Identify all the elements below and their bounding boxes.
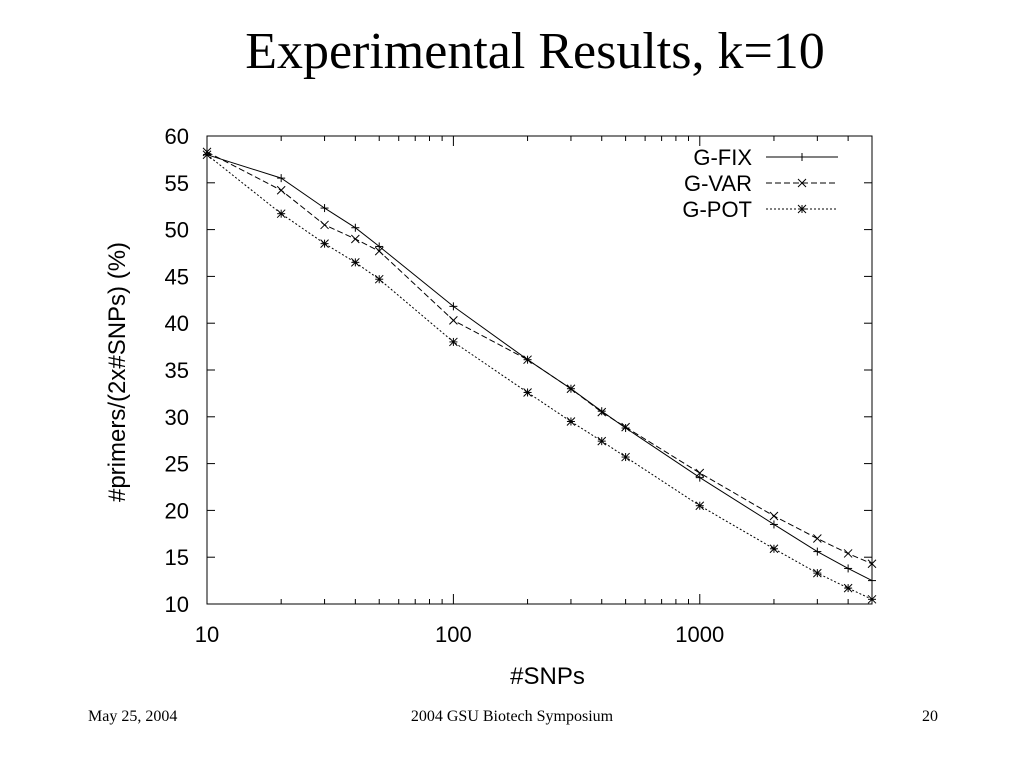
footer-event: 2004 GSU Biotech Symposium: [410, 708, 614, 725]
data-point-g-fix: [449, 302, 458, 311]
data-point-g-fix: [621, 424, 630, 433]
data-point-g-var: [769, 511, 779, 521]
y-tick-label: 35: [165, 358, 189, 383]
x-tick-label: 10: [195, 622, 219, 647]
y-tick-label: 30: [165, 405, 189, 430]
data-point-g-pot: [523, 388, 532, 397]
data-point-g-fix: [320, 204, 329, 213]
data-point-g-fix: [868, 576, 876, 585]
legend-label-g-var: G-VAR: [684, 171, 752, 196]
data-point-g-pot: [566, 417, 576, 426]
y-tick-label: 45: [165, 264, 189, 289]
data-point-g-fix: [813, 547, 822, 556]
legend-label-g-fix: G-FIX: [693, 145, 752, 170]
y-tick-label: 50: [165, 218, 189, 243]
data-point-g-var: [449, 316, 458, 325]
data-point-g-var: [867, 559, 877, 569]
data-point-g-fix: [351, 223, 360, 232]
series-line-g-var: [206, 151, 873, 565]
legend-marker-g-fix: [798, 153, 806, 161]
data-point-g-pot: [843, 583, 853, 593]
data-point-g-pot: [350, 258, 360, 267]
data-point-g-pot: [597, 436, 607, 446]
y-tick-label: 55: [165, 171, 189, 196]
data-point-g-pot: [621, 452, 630, 462]
data-point-g-var: [276, 185, 286, 195]
data-point-g-var: [566, 384, 576, 394]
data-point-g-pot: [812, 568, 822, 578]
plot-frame: [206, 135, 873, 605]
slide-title: Experimental Results, k=10: [245, 23, 825, 80]
data-point-g-pot: [867, 594, 877, 604]
y-tick-label: 40: [165, 311, 189, 336]
y-tick-label: 15: [165, 545, 189, 570]
data-point-g-fix: [277, 174, 286, 183]
data-point-g-pot: [769, 544, 779, 554]
y-tick-label: 25: [165, 452, 189, 477]
data-point-g-var: [523, 355, 532, 365]
data-point-g-pot: [374, 274, 384, 284]
y-tick-label: 60: [165, 124, 189, 149]
data-point-g-fix: [375, 242, 384, 251]
data-point-g-var: [621, 422, 630, 432]
data-point-g-pot: [695, 501, 705, 511]
y-axis-label: #primers/(2x#SNPs) (%): [104, 242, 131, 502]
data-point-g-fix: [769, 520, 778, 529]
data-point-g-fix: [844, 564, 853, 573]
x-tick-label: 1000: [675, 622, 724, 647]
data-point-g-var: [843, 549, 853, 558]
footer-page-number: 20: [922, 708, 938, 725]
data-point-g-pot: [202, 150, 212, 160]
data-point-g-var: [597, 407, 607, 417]
data-point-g-fix: [597, 407, 606, 416]
data-point-g-var: [320, 220, 329, 230]
y-tick-label: 20: [165, 498, 189, 523]
data-point-g-var: [695, 468, 705, 478]
x-tick-label: 100: [435, 622, 472, 647]
data-point-g-fix: [695, 473, 704, 482]
data-point-g-pot: [320, 239, 329, 248]
data-point-g-pot: [276, 209, 286, 219]
data-point-g-var: [350, 234, 360, 244]
legend-label-g-pot: G-POT: [682, 197, 752, 222]
x-axis-label: #SNPs: [510, 663, 585, 690]
legend-marker-g-pot: [797, 204, 807, 214]
series-line-g-pot: [206, 154, 873, 600]
y-tick-label: 10: [165, 592, 189, 617]
data-point-g-var: [812, 534, 822, 543]
footer-date: May 25, 2004: [88, 708, 178, 725]
data-point-g-var: [374, 246, 384, 256]
legend-marker-g-var: [797, 178, 807, 188]
data-point-g-pot: [449, 337, 458, 347]
